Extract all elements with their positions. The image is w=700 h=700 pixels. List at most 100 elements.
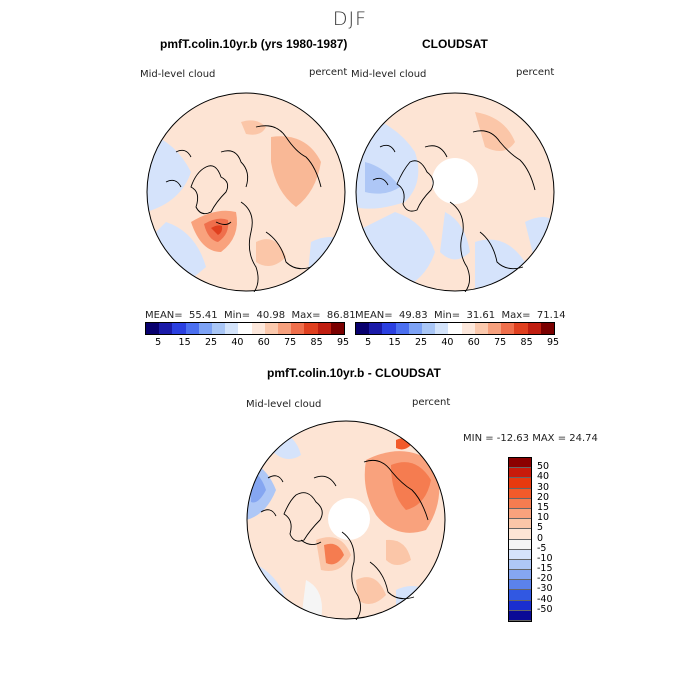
colorbar-label: 15	[537, 501, 550, 513]
colorbar-label: -5	[537, 542, 547, 554]
colorbar-swatch	[509, 549, 531, 560]
colorbar-label: 15	[178, 337, 191, 348]
colorbar-label: 60	[467, 337, 480, 348]
colorbar-label: 60	[257, 337, 270, 348]
colorbar-swatch	[509, 478, 531, 489]
right-min-value: 31.61	[466, 310, 496, 321]
colorbar-label: 40	[537, 471, 550, 483]
colorbar-label: -10	[537, 552, 553, 564]
colorbar-swatch	[330, 323, 345, 334]
left-polar-map	[146, 92, 346, 292]
colorbar-swatch	[185, 323, 199, 334]
right-polar-map	[355, 92, 555, 292]
colorbar-label: -20	[537, 573, 553, 585]
colorbar-swatch	[435, 323, 449, 334]
colorbar-swatch	[225, 323, 239, 334]
colorbar-swatch	[509, 580, 531, 591]
colorbar-swatch	[356, 323, 370, 334]
colorbar-swatch	[509, 468, 531, 479]
colorbar-label: 20	[537, 491, 550, 503]
colorbar-swatch	[172, 323, 186, 334]
diff-colorbar-labels: 50 40 30 20 15 10 5 0 -5 -10 -15 -20 -30 -40 -50	[537, 457, 577, 620]
colorbar-label: 25	[414, 337, 428, 348]
diff-panel-title: pmfT.colin.10yr.b - CLOUDSAT	[267, 366, 441, 380]
colorbar-label: 50	[537, 461, 550, 473]
colorbar-swatch	[317, 323, 331, 334]
colorbar-swatch	[509, 529, 531, 540]
colorbar-label: 85	[310, 337, 323, 348]
left-panel-title: pmfT.colin.10yr.b (yrs 1980-1987)	[160, 37, 348, 51]
left-min-value: 40.98	[256, 310, 286, 321]
colorbar-swatch	[509, 458, 531, 469]
colorbar-swatch	[146, 323, 160, 334]
colorbar-swatch	[369, 323, 383, 334]
colorbar-label: 85	[520, 337, 533, 348]
right-colorbar	[355, 322, 555, 335]
season-title: DJF	[332, 8, 368, 30]
colorbar-swatch	[540, 323, 555, 334]
colorbar-swatch	[264, 323, 279, 334]
colorbar-swatch	[509, 488, 531, 499]
colorbar-swatch	[527, 323, 541, 334]
right-mean-value: 49.83	[399, 310, 428, 321]
colorbar-swatch	[474, 323, 489, 334]
colorbar-label: 5	[155, 337, 162, 348]
colorbar-label: -50	[537, 603, 553, 615]
right-min-label: Min=	[434, 310, 461, 321]
colorbar-label: 40	[231, 337, 244, 348]
colorbar-swatch	[461, 323, 475, 334]
colorbar-swatch	[159, 323, 173, 334]
colorbar-label: 95	[336, 337, 350, 348]
colorbar-swatch	[509, 570, 531, 581]
colorbar-swatch	[509, 600, 531, 611]
colorbar-label: 10	[537, 512, 550, 524]
colorbar-label: -40	[537, 593, 553, 605]
colorbar-label: 5	[365, 337, 372, 348]
colorbar-label: 5	[537, 522, 544, 534]
colorbar-label: 30	[537, 481, 550, 493]
colorbar-swatch	[509, 590, 531, 601]
colorbar-swatch	[488, 323, 502, 334]
colorbar-swatch	[212, 323, 226, 334]
colorbar-swatch	[509, 539, 531, 550]
colorbar-swatch	[514, 323, 528, 334]
colorbar-swatch	[422, 323, 436, 334]
colorbar-swatch	[251, 323, 265, 334]
colorbar-swatch	[382, 323, 396, 334]
left-mean-value: 55.41	[189, 310, 218, 321]
diff-units-label: percent	[412, 397, 451, 408]
colorbar-label: 15	[388, 337, 401, 348]
colorbar-swatch	[198, 323, 213, 334]
right-units-label: percent	[516, 67, 555, 78]
right-max-label: Max=	[501, 310, 531, 321]
colorbar-label: 75	[494, 337, 507, 348]
right-mean-label: MEAN=	[355, 310, 393, 321]
colorbar-label: 75	[284, 337, 297, 348]
diff-polar-map	[246, 420, 446, 620]
left-max-label: Max=	[291, 310, 321, 321]
colorbar-swatch	[291, 323, 305, 334]
left-min-label: Min=	[224, 310, 251, 321]
colorbar-label: 0	[537, 532, 544, 544]
colorbar-label: -15	[537, 563, 553, 575]
right-var-label: Mid-level cloud	[351, 69, 427, 80]
colorbar-swatch	[408, 323, 423, 334]
left-max-value: 86.81	[326, 310, 356, 321]
diff-var-label: Mid-level cloud	[246, 399, 322, 410]
colorbar-label: 40	[441, 337, 454, 348]
colorbar-label: -30	[537, 583, 553, 595]
diff-minmax: MIN = -12.63 MAX = 24.74	[463, 433, 598, 444]
right-max-value: 71.14	[536, 310, 566, 321]
colorbar-swatch	[509, 519, 531, 530]
left-units-label: percent	[309, 67, 348, 78]
colorbar-swatch	[395, 323, 409, 334]
left-var-label: Mid-level cloud	[140, 69, 216, 80]
colorbar-label: 25	[204, 337, 218, 348]
colorbar-swatch	[509, 508, 531, 520]
right-stats: MEAN= 49.83 Min= 31.61 Max= 71.14	[355, 310, 566, 321]
colorbar-swatch	[448, 323, 462, 334]
colorbar-swatch	[509, 498, 531, 509]
colorbar-swatch	[509, 559, 531, 571]
colorbar-swatch	[501, 323, 515, 334]
left-mean-label: MEAN=	[145, 310, 183, 321]
